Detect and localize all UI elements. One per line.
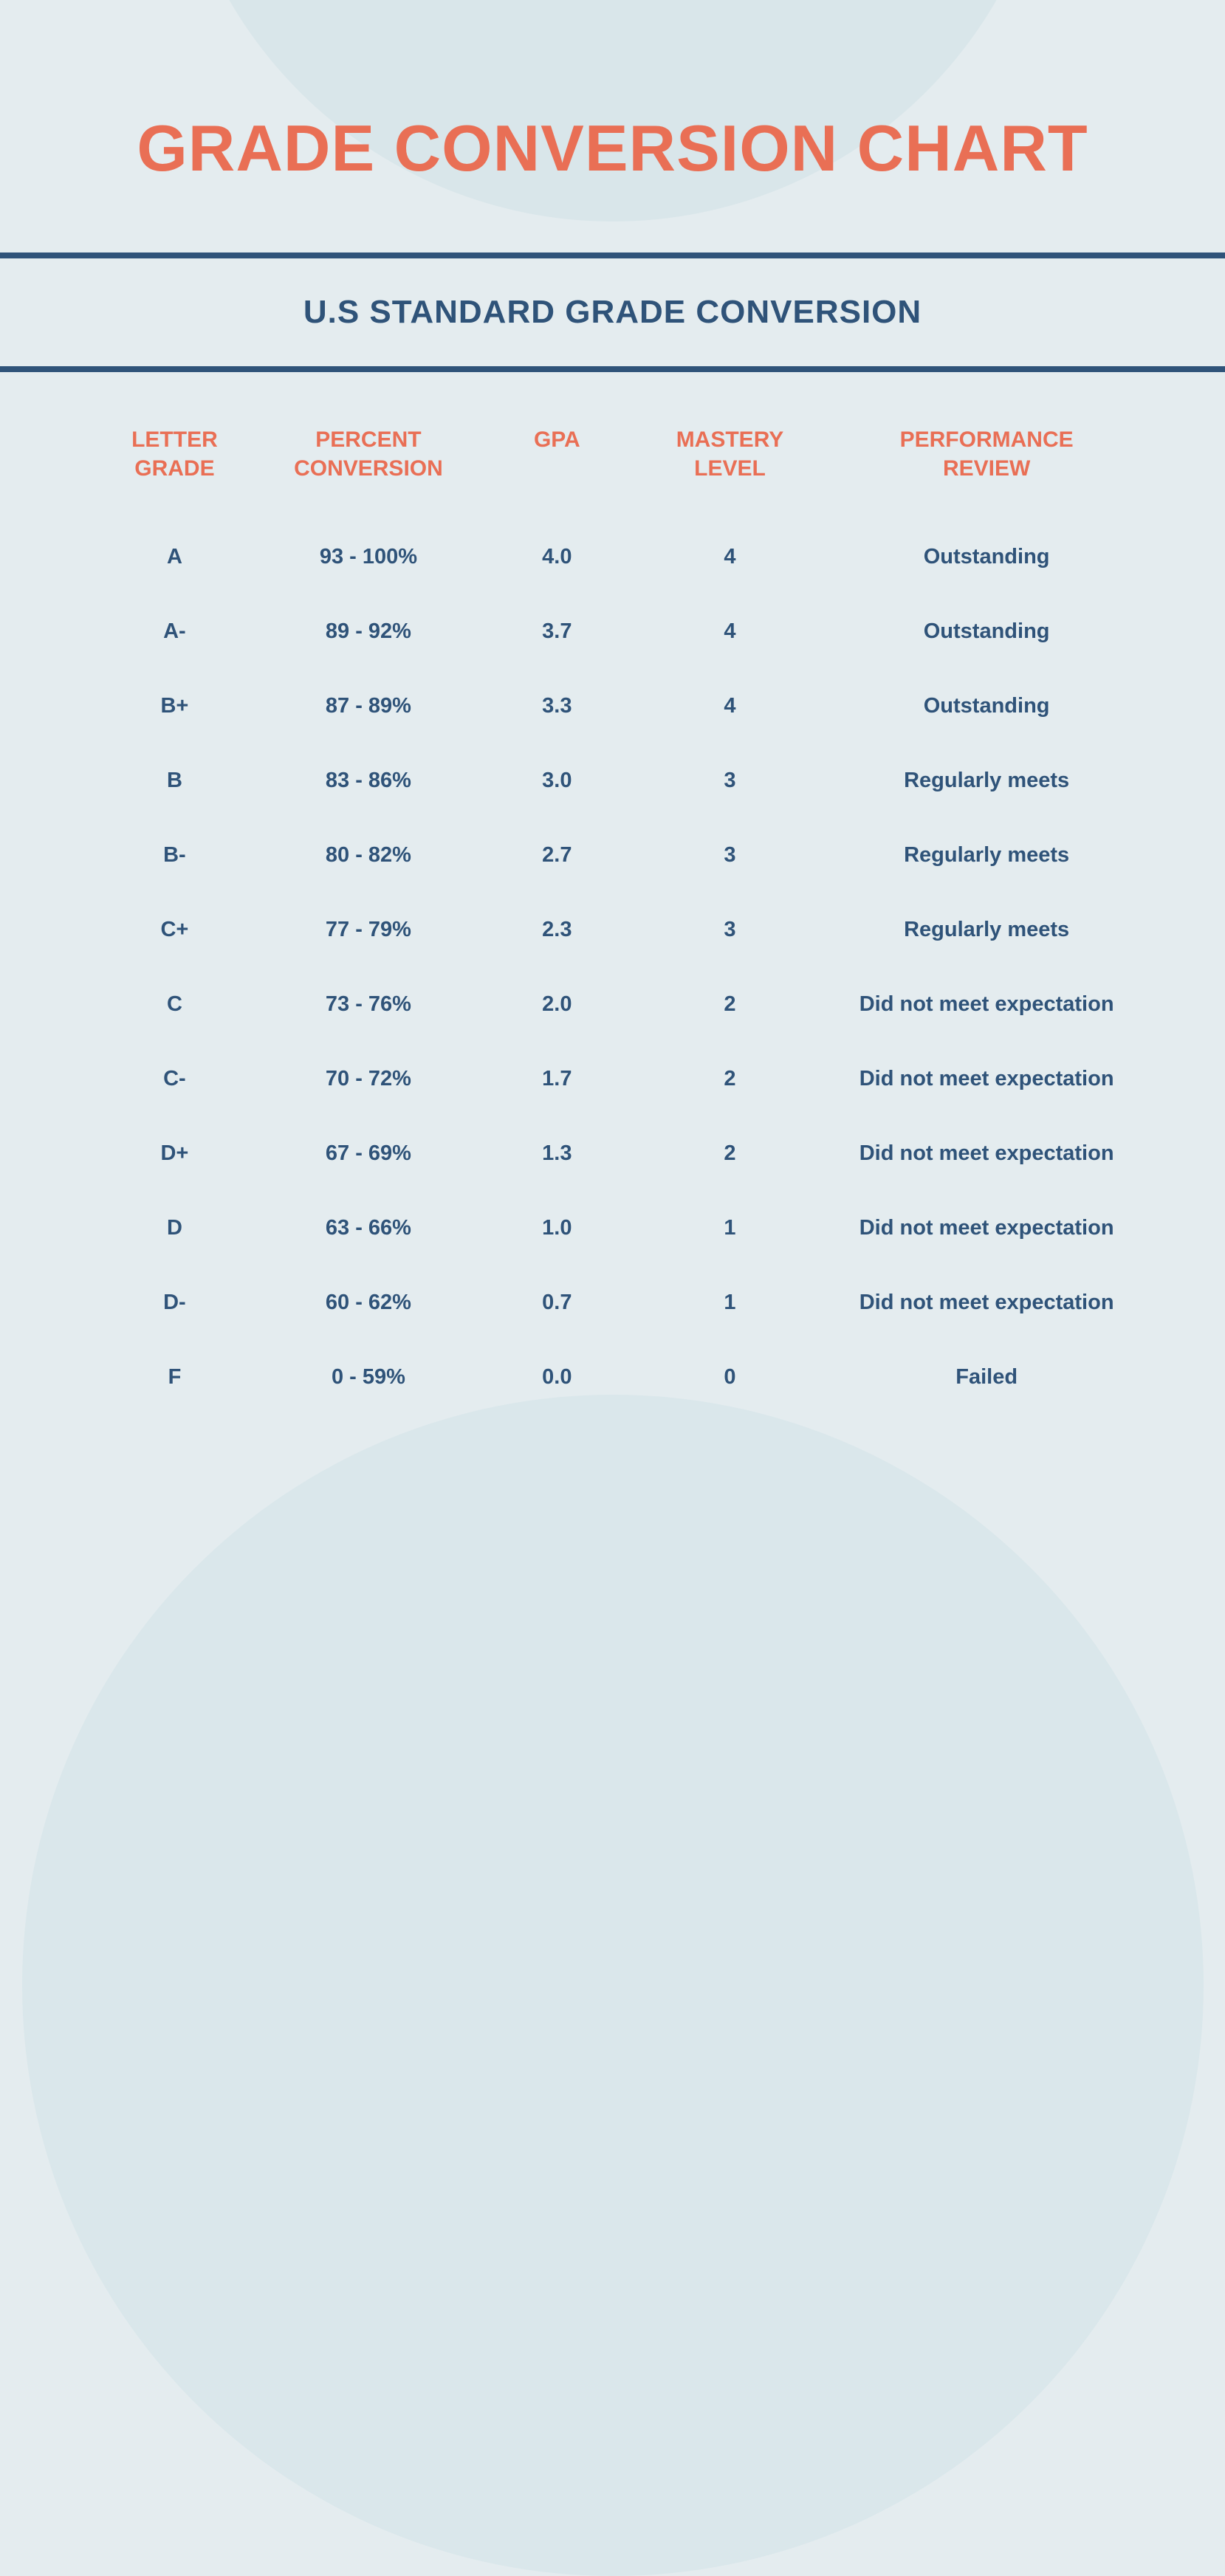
table-row: F 0 - 59% 0.0 0 Failed	[96, 1340, 1144, 1415]
cell-gpa: 3.0	[484, 743, 631, 818]
cell-gpa: 2.0	[484, 967, 631, 1042]
col-header-line: CONVERSION	[294, 456, 443, 481]
cell-percent: 63 - 66%	[253, 1191, 484, 1265]
cell-percent: 89 - 92%	[253, 594, 484, 669]
cell-performance: Outstanding	[829, 594, 1144, 669]
cell-performance: Did not meet expectation	[829, 1191, 1144, 1265]
col-header-gpa: GPA	[484, 416, 631, 520]
cell-letter-grade: B-	[96, 818, 253, 893]
cell-letter-grade: B	[96, 743, 253, 818]
col-header-letter-grade: LETTER GRADE	[96, 416, 253, 520]
table-row: C 73 - 76% 2.0 2 Did not meet expectatio…	[96, 967, 1144, 1042]
cell-mastery: 2	[631, 967, 830, 1042]
cell-percent: 80 - 82%	[253, 818, 484, 893]
cell-letter-grade: B+	[96, 669, 253, 743]
cell-mastery: 3	[631, 818, 830, 893]
cell-percent: 83 - 86%	[253, 743, 484, 818]
cell-letter-grade: A	[96, 520, 253, 594]
table-row: D- 60 - 62% 0.7 1 Did not meet expectati…	[96, 1265, 1144, 1340]
table-row: B- 80 - 82% 2.7 3 Regularly meets	[96, 818, 1144, 893]
cell-letter-grade: C	[96, 967, 253, 1042]
cell-mastery: 4	[631, 520, 830, 594]
col-header-line: LETTER	[131, 427, 218, 452]
col-header-line: GPA	[534, 427, 580, 452]
cell-performance: Outstanding	[829, 669, 1144, 743]
cell-percent: 93 - 100%	[253, 520, 484, 594]
table-body: A 93 - 100% 4.0 4 Outstanding A- 89 - 92…	[96, 520, 1144, 1415]
table-row: C+ 77 - 79% 2.3 3 Regularly meets	[96, 893, 1144, 967]
cell-percent: 77 - 79%	[253, 893, 484, 967]
col-header-line: REVIEW	[943, 456, 1030, 481]
cell-gpa: 2.3	[484, 893, 631, 967]
col-header-line: LEVEL	[694, 456, 766, 481]
cell-performance: Did not meet expectation	[829, 1116, 1144, 1191]
cell-percent: 67 - 69%	[253, 1116, 484, 1191]
table-row: A- 89 - 92% 3.7 4 Outstanding	[96, 594, 1144, 669]
cell-mastery: 4	[631, 669, 830, 743]
table-row: A 93 - 100% 4.0 4 Outstanding	[96, 520, 1144, 594]
cell-percent: 0 - 59%	[253, 1340, 484, 1415]
subtitle-band: U.S STANDARD GRADE CONVERSION	[0, 253, 1225, 372]
cell-gpa: 0.0	[484, 1340, 631, 1415]
col-header-mastery-level: MASTERY LEVEL	[631, 416, 830, 520]
table-row: D+ 67 - 69% 1.3 2 Did not meet expectati…	[96, 1116, 1144, 1191]
cell-performance: Regularly meets	[829, 818, 1144, 893]
cell-mastery: 2	[631, 1116, 830, 1191]
cell-percent: 73 - 76%	[253, 967, 484, 1042]
cell-mastery: 1	[631, 1191, 830, 1265]
cell-mastery: 4	[631, 594, 830, 669]
cell-mastery: 3	[631, 893, 830, 967]
table-header-row: LETTER GRADE PERCENT CONVERSION GPA MAST…	[96, 416, 1144, 520]
subtitle-text: U.S STANDARD GRADE CONVERSION	[0, 294, 1225, 331]
col-header-line: PERCENT	[315, 427, 421, 452]
col-header-line: GRADE	[134, 456, 214, 481]
cell-mastery: 1	[631, 1265, 830, 1340]
cell-letter-grade: D-	[96, 1265, 253, 1340]
table-row: D 63 - 66% 1.0 1 Did not meet expectatio…	[96, 1191, 1144, 1265]
cell-gpa: 1.7	[484, 1042, 631, 1116]
table-row: B+ 87 - 89% 3.3 4 Outstanding	[96, 669, 1144, 743]
cell-performance: Did not meet expectation	[829, 967, 1144, 1042]
cell-performance: Regularly meets	[829, 893, 1144, 967]
cell-gpa: 0.7	[484, 1265, 631, 1340]
table-row: B 83 - 86% 3.0 3 Regularly meets	[96, 743, 1144, 818]
cell-letter-grade: C-	[96, 1042, 253, 1116]
cell-letter-grade: D+	[96, 1116, 253, 1191]
cell-performance: Did not meet expectation	[829, 1042, 1144, 1116]
cell-performance: Outstanding	[829, 520, 1144, 594]
cell-percent: 87 - 89%	[253, 669, 484, 743]
cell-letter-grade: F	[96, 1340, 253, 1415]
cell-letter-grade: A-	[96, 594, 253, 669]
col-header-performance-review: PERFORMANCE REVIEW	[829, 416, 1144, 520]
cell-gpa: 3.7	[484, 594, 631, 669]
col-header-line: PERFORMANCE	[900, 427, 1074, 452]
cell-gpa: 3.3	[484, 669, 631, 743]
grade-conversion-table: LETTER GRADE PERCENT CONVERSION GPA MAST…	[96, 416, 1144, 1415]
col-header-percent-conversion: PERCENT CONVERSION	[253, 416, 484, 520]
cell-percent: 70 - 72%	[253, 1042, 484, 1116]
cell-letter-grade: D	[96, 1191, 253, 1265]
cell-performance: Did not meet expectation	[829, 1265, 1144, 1340]
table-row: C- 70 - 72% 1.7 2 Did not meet expectati…	[96, 1042, 1144, 1116]
table-container: LETTER GRADE PERCENT CONVERSION GPA MAST…	[0, 372, 1225, 1415]
content-wrapper: GRADE CONVERSION CHART U.S STANDARD GRAD…	[0, 0, 1225, 1415]
cell-mastery: 2	[631, 1042, 830, 1116]
page-title: GRADE CONVERSION CHART	[0, 0, 1225, 253]
cell-performance: Failed	[829, 1340, 1144, 1415]
cell-gpa: 2.7	[484, 818, 631, 893]
cell-letter-grade: C+	[96, 893, 253, 967]
cell-gpa: 1.0	[484, 1191, 631, 1265]
cell-mastery: 0	[631, 1340, 830, 1415]
cell-mastery: 3	[631, 743, 830, 818]
col-header-line: MASTERY	[676, 427, 784, 452]
background-circle-bottom	[22, 1395, 1204, 2576]
cell-gpa: 4.0	[484, 520, 631, 594]
cell-percent: 60 - 62%	[253, 1265, 484, 1340]
cell-performance: Regularly meets	[829, 743, 1144, 818]
cell-gpa: 1.3	[484, 1116, 631, 1191]
